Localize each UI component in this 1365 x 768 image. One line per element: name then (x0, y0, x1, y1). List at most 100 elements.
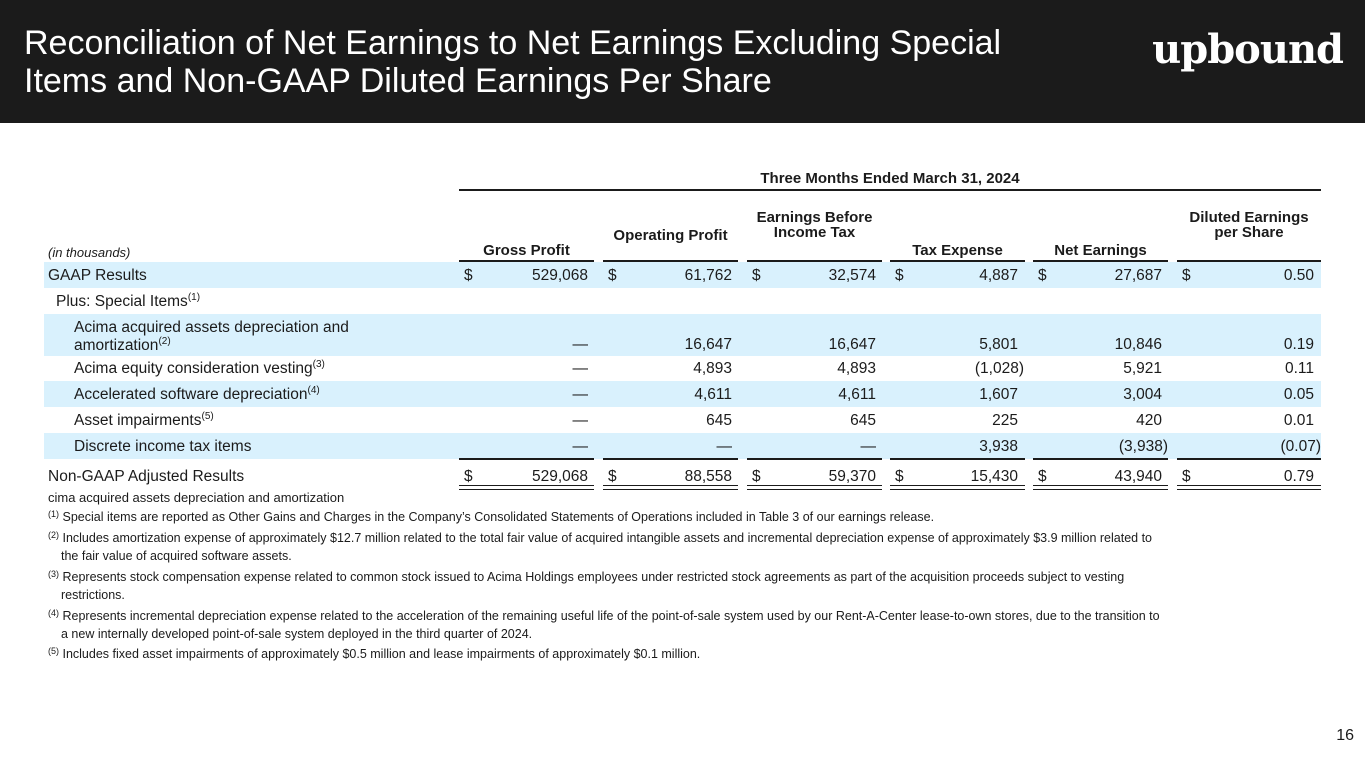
period-rule (459, 189, 1321, 191)
currency-symbol: $ (464, 267, 473, 284)
value-gross-profit: — (572, 360, 589, 377)
subtotal-rule (459, 458, 594, 460)
currency-symbol: $ (895, 468, 904, 485)
footnote-ref: (2) (158, 336, 171, 347)
row-label: Plus: Special Items(1) (56, 292, 201, 311)
value-gross-profit: 529,068 (531, 468, 588, 485)
value-ebt: 16,647 (828, 336, 876, 353)
currency-symbol: $ (1182, 267, 1191, 284)
value-ebt: — (860, 438, 877, 455)
header-underline (1177, 260, 1321, 262)
value-tax-expense: 225 (992, 412, 1018, 429)
footnote-mark: (1) (48, 509, 59, 519)
currency-symbol: $ (608, 468, 617, 485)
footnote-ref: (3) (312, 359, 325, 370)
page-title: Reconciliation of Net Earnings to Net Ea… (24, 24, 1002, 100)
row-label: Acima equity consideration vesting(3) (74, 359, 325, 378)
page-number: 16 (1336, 727, 1354, 744)
subtotal-rule (603, 458, 738, 460)
table-row-software-depreciation: Accelerated software depreciation(4) — 4… (44, 381, 1321, 407)
value-operating-profit: 645 (706, 412, 732, 429)
subtotal-rule (890, 458, 1025, 460)
currency-symbol: $ (608, 267, 617, 284)
upbound-logo: upbound (1152, 26, 1344, 73)
footnote-text: Includes amortization expense of approxi… (62, 531, 1153, 545)
currency-symbol: $ (1182, 468, 1191, 485)
value-gross-profit: — (572, 386, 589, 403)
value-net-earnings: 43,940 (1114, 468, 1162, 485)
header-underline (603, 260, 738, 262)
row-label: Accelerated software depreciation(4) (74, 385, 320, 404)
col-header-diluted-eps: Diluted Earnings per Share (1189, 209, 1309, 241)
footnote-text: Represents stock compensation expense re… (62, 570, 1125, 584)
value-operating-profit: 61,762 (684, 267, 732, 284)
value-tax-expense: 1,607 (979, 386, 1018, 403)
footnote-1: (1) Special items are reported as Other … (48, 509, 1318, 527)
footnote-4: (4) Represents incremental depreciation … (48, 608, 1318, 643)
currency-symbol: $ (895, 267, 904, 284)
subtotal-rule (1033, 458, 1168, 460)
footnote-ref: (5) (201, 411, 214, 422)
currency-symbol: $ (752, 468, 761, 485)
total-double-rule (1033, 485, 1168, 490)
value-operating-profit: 88,558 (684, 468, 732, 485)
row-label: Asset impairments(5) (74, 411, 214, 430)
value-tax-expense: 3,938 (979, 438, 1018, 455)
subtotal-rule (1177, 458, 1321, 460)
table-row-special-items-heading: Plus: Special Items(1) (44, 288, 1321, 314)
value-gross-profit: — (572, 438, 589, 455)
table-row-discrete-tax: Discrete income tax items — — — 3,938 (3… (44, 433, 1321, 459)
col-header-operating-profit: Operating Profit (613, 227, 728, 244)
table-row-gaap-results: GAAP Results $ 529,068 $ 61,762 $ 32,574… (44, 262, 1321, 288)
total-double-rule (1177, 485, 1321, 490)
row-label: Acima acquired assets depreciation and am… (74, 319, 349, 354)
total-double-rule (747, 485, 882, 490)
footnote-text: Includes fixed asset impairments of appr… (62, 647, 701, 661)
footnote-mark: (3) (48, 569, 59, 579)
value-net-earnings: 10,846 (1114, 336, 1162, 353)
footnote-ref: (4) (307, 385, 320, 396)
value-net-earnings: 27,687 (1114, 267, 1162, 284)
currency-symbol: $ (1038, 267, 1047, 284)
value-net-earnings: 3,004 (1123, 386, 1162, 403)
footnote-mark: (4) (48, 608, 59, 618)
footnote-2: (2) Includes amortization expense of app… (48, 530, 1318, 565)
footnote-mark: (5) (48, 646, 59, 656)
table-row-acima-depreciation: Acima acquired assets depreciation and am… (44, 314, 1321, 356)
units-label: (in thousands) (48, 245, 131, 260)
row-label: Discrete income tax items (74, 438, 252, 455)
value-ebt: 4,611 (838, 386, 876, 403)
table-row-acima-equity: Acima equity consideration vesting(3) — … (44, 356, 1321, 381)
value-diluted-eps: 0.01 (1283, 412, 1314, 429)
header-bar: Reconciliation of Net Earnings to Net Ea… (0, 0, 1365, 123)
footnote-3: (3) Represents stock compensation expens… (48, 569, 1318, 604)
value-diluted-eps: 0.05 (1283, 386, 1314, 403)
value-operating-profit: — (716, 438, 733, 455)
header-underline (747, 260, 882, 262)
table-row-non-gaap-results: Non-GAAP Adjusted Results $ 529,068 $ 88… (44, 460, 1321, 486)
value-diluted-eps: 0.11 (1284, 360, 1314, 377)
footnote-mark: (2) (48, 530, 59, 540)
header-underline (890, 260, 1025, 262)
stray-text: cima acquired assets depreciation and am… (48, 490, 345, 505)
value-diluted-eps: 0.19 (1283, 336, 1314, 353)
total-double-rule (890, 485, 1025, 490)
value-tax-expense: 5,801 (979, 336, 1018, 353)
value-ebt: 645 (850, 412, 876, 429)
value-tax-expense: (1,028) (974, 360, 1024, 377)
value-net-earnings: (3,938) (1118, 438, 1168, 455)
value-ebt: 4,893 (837, 360, 876, 377)
footnote-text: Represents incremental depreciation expe… (62, 609, 1160, 623)
value-operating-profit: 16,647 (684, 336, 732, 353)
value-diluted-eps: (0.07) (1280, 438, 1322, 455)
footnote-ref: (1) (187, 292, 201, 303)
value-net-earnings: 5,921 (1123, 360, 1162, 377)
footnote-text-cont: restrictions. (61, 587, 125, 602)
footnote-text-cont: a new internally developed point-of-sale… (61, 626, 533, 641)
footnote-text: Special items are reported as Other Gain… (62, 510, 935, 524)
value-gross-profit: — (572, 412, 589, 429)
value-tax-expense: 4,887 (979, 267, 1018, 284)
currency-symbol: $ (752, 267, 761, 284)
period-heading: Three Months Ended March 31, 2024 (760, 170, 1020, 187)
value-gross-profit: 529,068 (531, 267, 588, 284)
